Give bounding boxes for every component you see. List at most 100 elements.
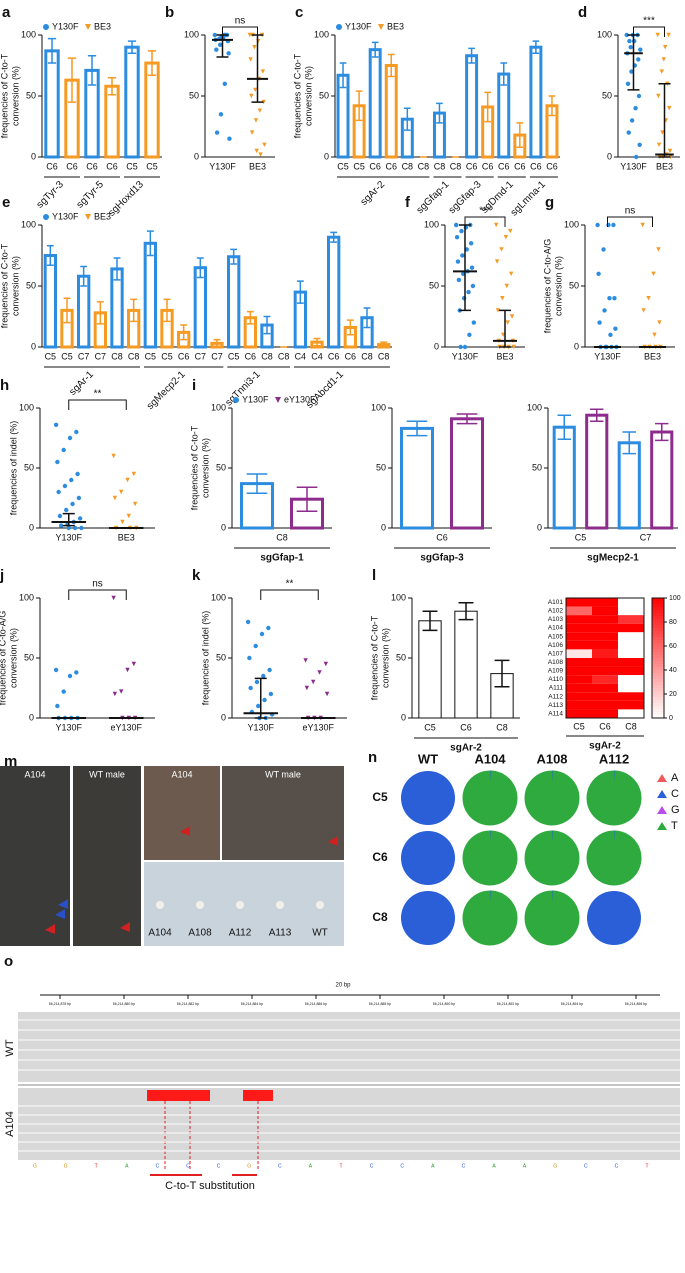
point: [636, 57, 641, 62]
bar: [43, 254, 58, 349]
error-bar: [113, 257, 121, 281]
y-tick-label: 50: [26, 280, 36, 290]
y-axis-label: conversion (%): [553, 256, 563, 316]
bar: [650, 430, 674, 530]
cell: [566, 675, 592, 684]
base: C: [370, 1163, 374, 1169]
bracket: [260, 589, 319, 600]
x-tick-label: C6: [46, 161, 58, 171]
point: [511, 344, 516, 350]
point: [120, 519, 125, 525]
y-tick-label: 100: [184, 29, 199, 39]
cell: [618, 615, 644, 624]
point: [597, 320, 602, 325]
point: [118, 689, 124, 694]
base: G: [33, 1163, 37, 1169]
pie-slice: [462, 830, 518, 886]
x-tick-label: C7: [78, 351, 90, 361]
x-tick-label: C8: [450, 161, 462, 171]
x-tick-label: C5: [161, 351, 173, 361]
x-tick-label: BE3: [656, 161, 673, 171]
point: [222, 81, 228, 87]
x-tick-label: BE3: [249, 161, 266, 171]
point: [61, 447, 66, 453]
x-tick-label: Y130F: [620, 161, 647, 171]
point: [324, 691, 330, 697]
point: [227, 136, 232, 141]
y-axis-label: frequencies of C-to-T: [189, 425, 199, 510]
y-axis-label: conversion (%): [10, 256, 20, 316]
y-tick-label: 50: [569, 280, 579, 290]
x-tick-label: C8: [261, 351, 273, 361]
track-label: WT: [4, 1039, 16, 1056]
y-tick-label: 0: [434, 341, 439, 351]
group-label: sgTyr-5: [75, 179, 107, 211]
error-bar: [371, 41, 379, 58]
x-tick-label: C6: [86, 161, 98, 171]
bar: [44, 49, 60, 159]
legend-marker: [657, 806, 667, 814]
bar: [124, 45, 140, 159]
error-bar: [557, 414, 571, 440]
legend-label: Y130F: [52, 21, 79, 31]
x-tick-label: Y130F: [594, 351, 621, 361]
cell: [566, 606, 592, 616]
cell: [566, 640, 592, 650]
significance: **: [286, 579, 294, 590]
x-tick-label: C8: [496, 722, 508, 732]
colorbar-step: [652, 640, 664, 644]
legend-marker: [657, 774, 667, 782]
bar: [227, 255, 241, 349]
legend-label: Y130F: [345, 21, 372, 31]
y-tick-label: 100: [371, 402, 386, 412]
point: [233, 397, 239, 403]
bar: [77, 274, 91, 349]
cell: [566, 598, 592, 607]
cell: [592, 658, 618, 667]
point: [249, 130, 255, 135]
bar: [368, 48, 382, 159]
point: [85, 214, 91, 220]
colorbar-step: [652, 706, 664, 710]
panel-label: l: [372, 567, 376, 584]
point: [460, 253, 465, 258]
bracket: [464, 216, 506, 227]
y-tick-label: 0: [31, 341, 36, 351]
point: [660, 130, 665, 135]
col-label: WT: [418, 751, 438, 766]
base: G: [64, 1163, 68, 1169]
panel-label: o: [4, 953, 13, 970]
col-label: A112: [599, 751, 629, 766]
cell: [592, 683, 618, 693]
group-label: sgAr-2: [450, 743, 482, 754]
error-bar: [380, 341, 388, 348]
x-tick-label: C6: [385, 161, 397, 171]
point: [111, 595, 116, 601]
row-label: A114: [548, 710, 563, 717]
point: [611, 222, 616, 228]
y-axis-label: frequencies of C-to-T: [369, 615, 379, 700]
coordinate: 56,214,892 bp: [497, 1002, 519, 1006]
point: [58, 523, 64, 528]
x-tick-label: C5: [424, 722, 436, 732]
legend-label: BE3: [387, 21, 404, 31]
heatmap-frame: [565, 597, 645, 719]
bar: [450, 417, 484, 530]
point: [67, 435, 73, 441]
point: [668, 154, 673, 160]
row-label: C8: [372, 910, 388, 924]
significance: ns: [625, 206, 636, 217]
row-label: A110: [548, 676, 563, 683]
x-tick-label: C7: [195, 351, 207, 361]
point: [456, 277, 462, 283]
error-bar: [655, 422, 669, 442]
error-bar: [484, 91, 491, 123]
group-label: sgGfap-1: [260, 553, 304, 564]
photo: [73, 766, 141, 946]
y-tick-label: 100: [424, 219, 439, 229]
error-bar: [422, 610, 438, 632]
point: [43, 214, 49, 220]
pie-slice: [401, 771, 455, 825]
tube: [276, 901, 284, 909]
